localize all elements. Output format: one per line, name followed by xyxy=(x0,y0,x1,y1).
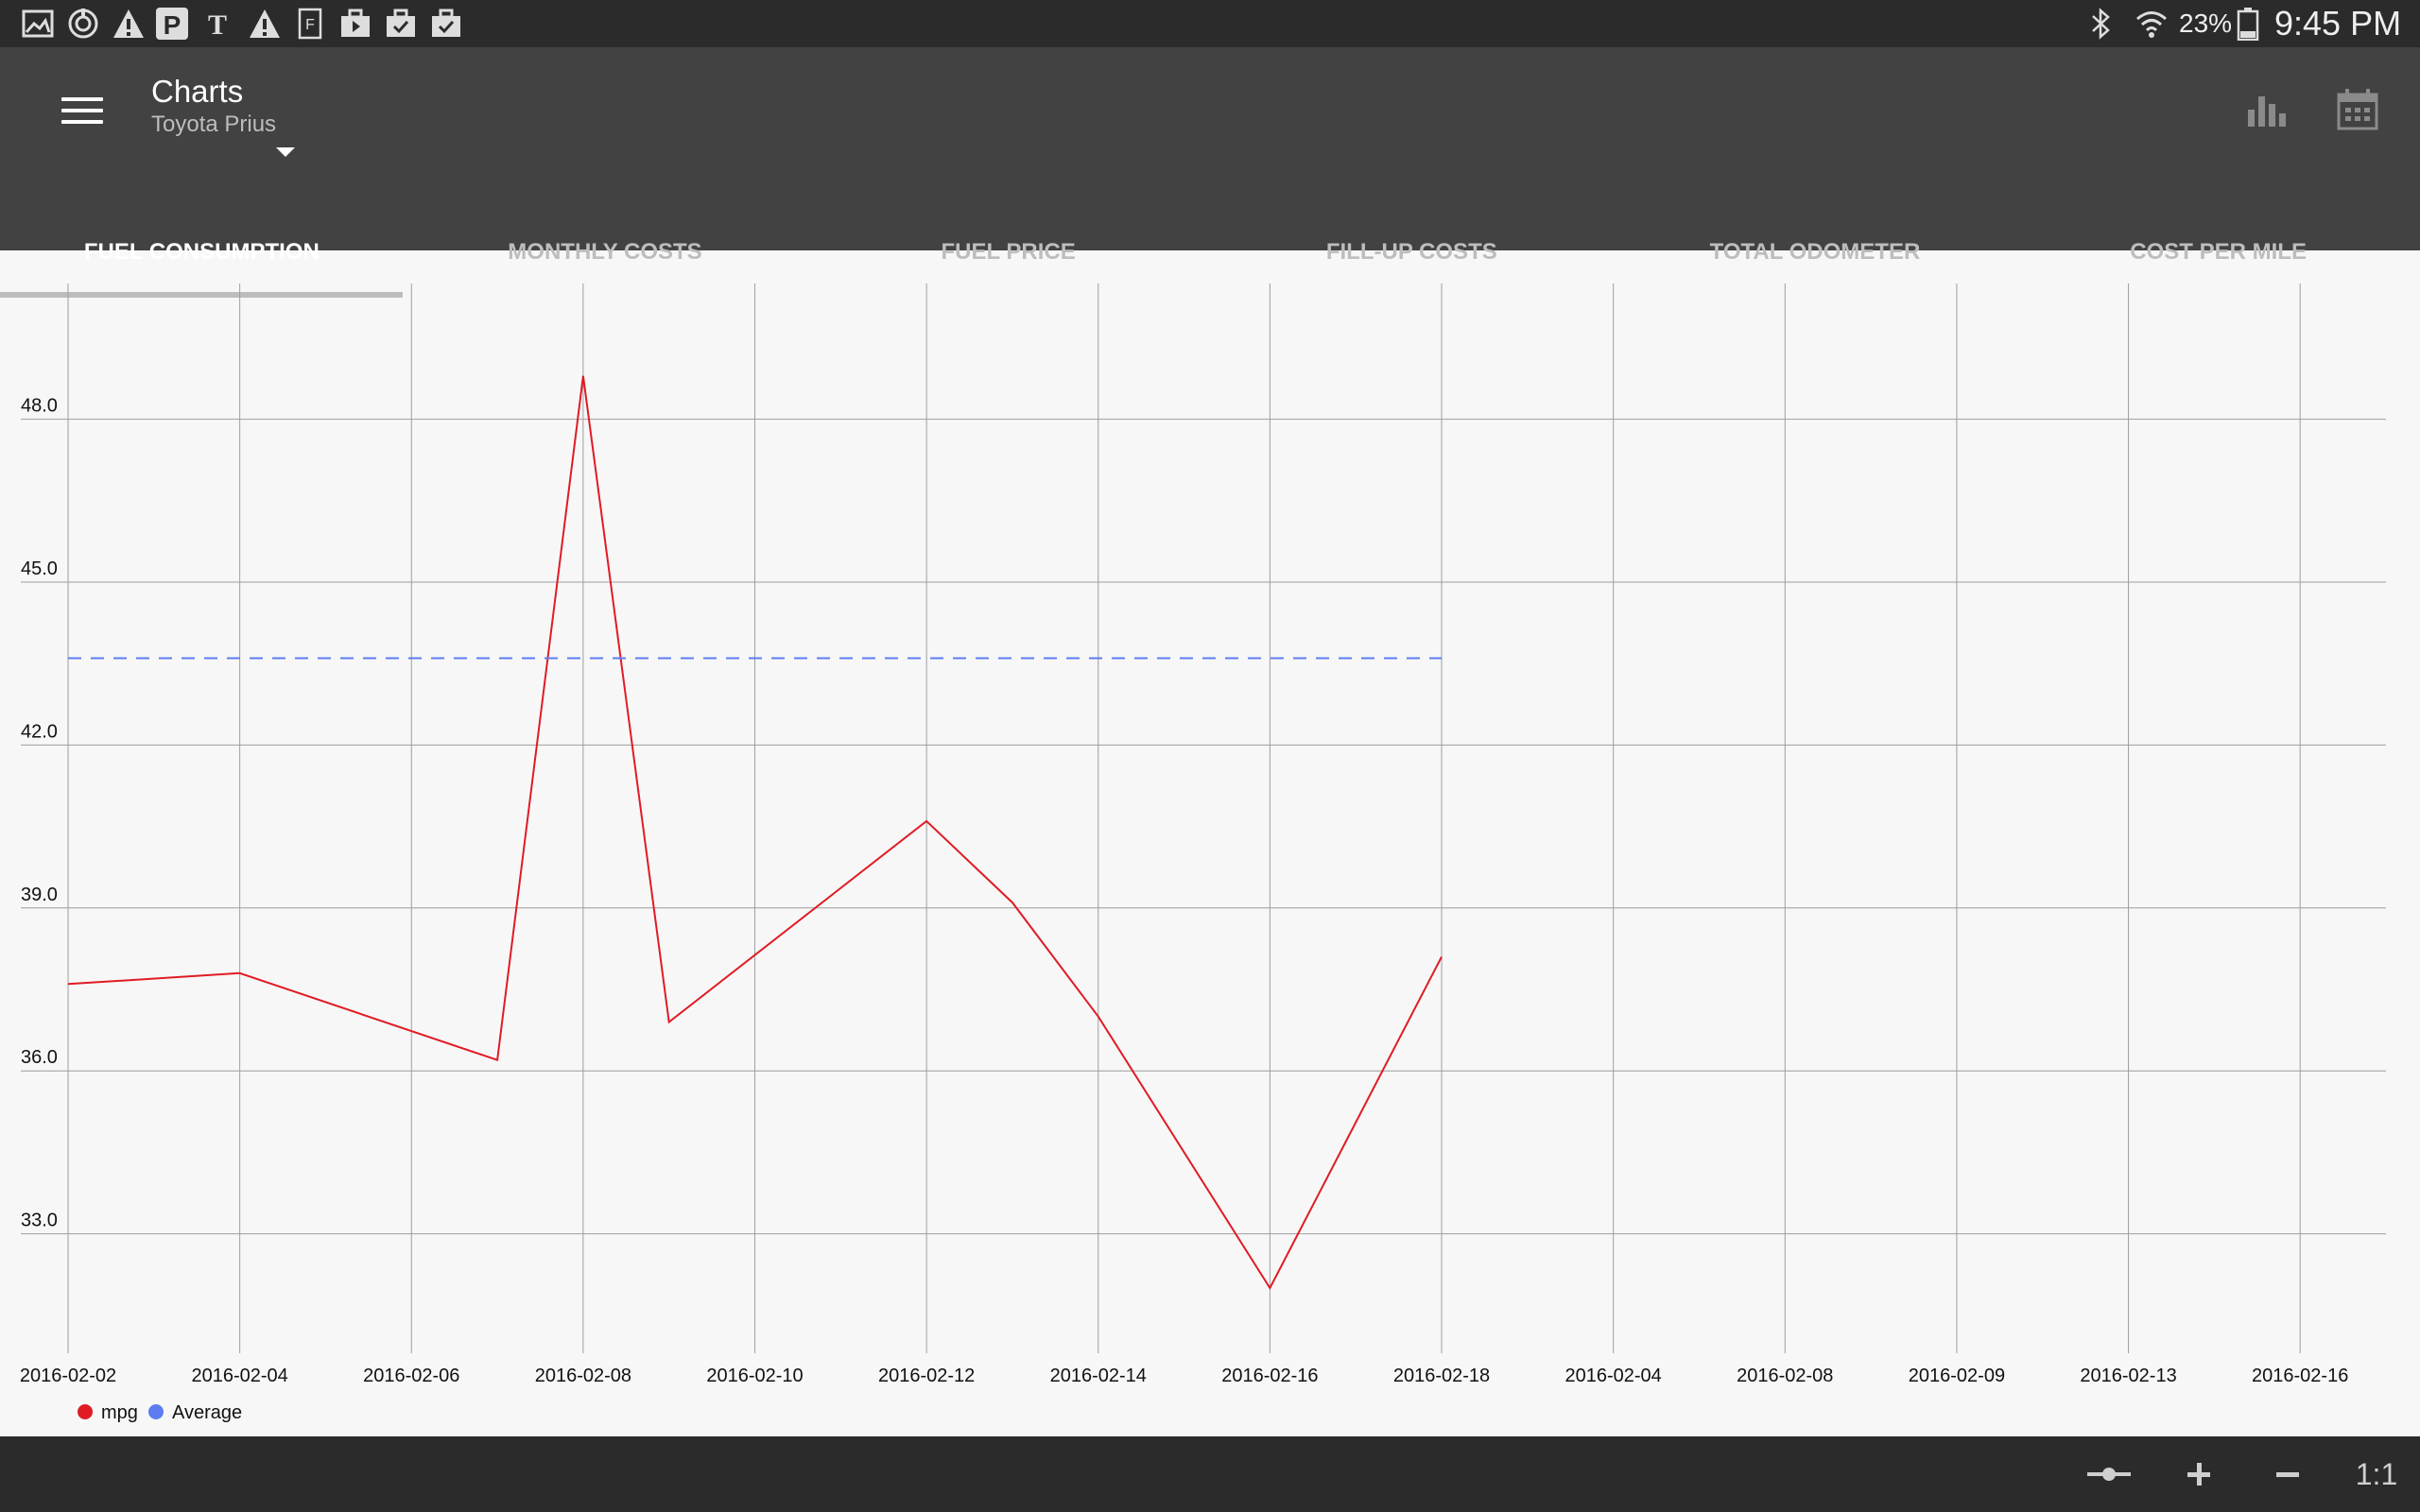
tab-monthly-costs[interactable]: MONTHLY COSTS xyxy=(404,206,807,298)
chart-area[interactable]: 2016-02-02 2016-02-04 2016-02-06 2016-02-08… xyxy=(0,250,2420,1436)
tab-fuel-price[interactable]: FUEL PRICE xyxy=(806,206,1210,298)
flipboard-icon: F xyxy=(298,8,322,40)
x-tick-label: 2016-02-16 xyxy=(2252,1366,2348,1386)
x-tick-label: 2016-02-06 xyxy=(363,1366,459,1386)
hamburger-line xyxy=(61,109,103,112)
legend-marker xyxy=(78,1404,93,1419)
plus-glyph xyxy=(2187,1463,2210,1486)
tab-label: FUEL PRICE xyxy=(941,238,1076,265)
tab-bar: FUEL CONSUMPTION MONTHLY COSTS FUEL PRIC… xyxy=(0,206,2420,298)
x-tick-label: 2016-02-10 xyxy=(706,1366,803,1386)
tab-label: TOTAL ODOMETER xyxy=(1709,238,1921,265)
x-tick-label: 2016-02-08 xyxy=(1737,1366,1833,1386)
briefcase-icon xyxy=(341,9,370,37)
svg-text:P: P xyxy=(164,10,182,40)
y-tick-label: 39.0 xyxy=(21,885,58,905)
hamburger-line xyxy=(61,97,103,101)
x-tick-label: 2016-02-09 xyxy=(1909,1366,2005,1386)
minus-glyph xyxy=(2276,1472,2299,1477)
tab-label: MONTHLY COSTS xyxy=(508,238,702,265)
dropdown-arrow-icon[interactable] xyxy=(276,147,295,157)
fuel-consumption-chart[interactable]: 2016-02-02 2016-02-04 2016-02-06 2016-02-08… xyxy=(0,250,2420,1436)
warning-icon xyxy=(250,9,280,38)
briefcase-icon xyxy=(387,9,415,37)
warning-icon xyxy=(113,9,144,38)
svg-text:F: F xyxy=(305,17,315,33)
tab-fuel-consumption[interactable]: FUEL CONSUMPTION xyxy=(0,206,404,298)
x-tick-label: 2016-02-02 xyxy=(20,1366,116,1386)
x-tick-label: 2016-02-18 xyxy=(1393,1366,1490,1386)
pan-glyph xyxy=(2087,1468,2131,1481)
tab-indicator xyxy=(0,292,403,298)
tab-label: COST PER MILE xyxy=(2130,238,2307,265)
legend-marker xyxy=(148,1404,164,1419)
bar-chart-icon[interactable] xyxy=(2244,87,2290,132)
gallery-icon xyxy=(22,9,54,38)
app-bar: Charts Toyota Prius FUEL CONSUMPTION MON… xyxy=(0,47,2420,298)
wifi-icon xyxy=(2136,11,2167,38)
x-tick-label: 2016-02-04 xyxy=(1565,1366,1662,1386)
x-tick-label: 2016-02-14 xyxy=(1050,1366,1147,1386)
menu-button[interactable] xyxy=(57,85,108,136)
zoom-out-icon[interactable] xyxy=(2269,1455,2307,1493)
page-title: Charts xyxy=(151,74,244,109)
y-tick-label: 48.0 xyxy=(21,396,58,417)
pan-icon[interactable] xyxy=(2087,1455,2131,1493)
parking-icon: P xyxy=(156,8,188,40)
tab-fill-up-costs[interactable]: FILL-UP COSTS xyxy=(1210,206,1614,298)
y-tick-label: 33.0 xyxy=(21,1211,58,1231)
x-tick-label: 2016-02-04 xyxy=(191,1366,287,1386)
x-tick-label: 2016-02-13 xyxy=(2080,1366,2176,1386)
calendar-icon[interactable] xyxy=(2335,87,2380,132)
x-tick-label: 2016-02-08 xyxy=(535,1366,631,1386)
zoom-reset-button[interactable]: 1:1 xyxy=(2355,1456,2398,1491)
hamburger-line xyxy=(61,120,103,124)
tab-label: FILL-UP COSTS xyxy=(1325,238,1497,265)
y-tick-label: 45.0 xyxy=(21,558,58,579)
battery-icon xyxy=(2237,8,2259,41)
sync-icon xyxy=(68,9,98,39)
battery-percent: 23% xyxy=(2179,9,2233,38)
x-tick-label: 2016-02-16 xyxy=(1221,1366,1318,1386)
zoom-in-icon[interactable] xyxy=(2180,1455,2218,1493)
series-line-mpg xyxy=(67,375,1443,1291)
y-tick-label: 42.0 xyxy=(21,721,58,742)
bottom-toolbar: 1:1 xyxy=(0,1436,2420,1512)
legend-label: Average xyxy=(172,1402,242,1423)
nytimes-icon: T xyxy=(208,9,227,41)
clock: 9:45 PM xyxy=(2274,4,2402,43)
legend-label: mpg xyxy=(101,1402,138,1423)
y-tick-label: 36.0 xyxy=(21,1047,58,1068)
briefcase-check-icon xyxy=(432,9,460,37)
bluetooth-icon xyxy=(2092,8,2110,40)
tab-cost-per-mile[interactable]: COST PER MILE xyxy=(2016,206,2420,298)
x-tick-label: 2016-02-12 xyxy=(878,1366,975,1386)
vehicle-name: Toyota Prius xyxy=(151,112,277,137)
tab-total-odometer[interactable]: TOTAL ODOMETER xyxy=(1614,206,2017,298)
status-bar: P T F 23% 9:45 PM xyxy=(0,0,2420,47)
vehicle-selector[interactable]: Charts Toyota Prius xyxy=(151,74,276,138)
tab-label: FUEL CONSUMPTION xyxy=(83,238,320,265)
svg-text:T: T xyxy=(208,9,227,41)
